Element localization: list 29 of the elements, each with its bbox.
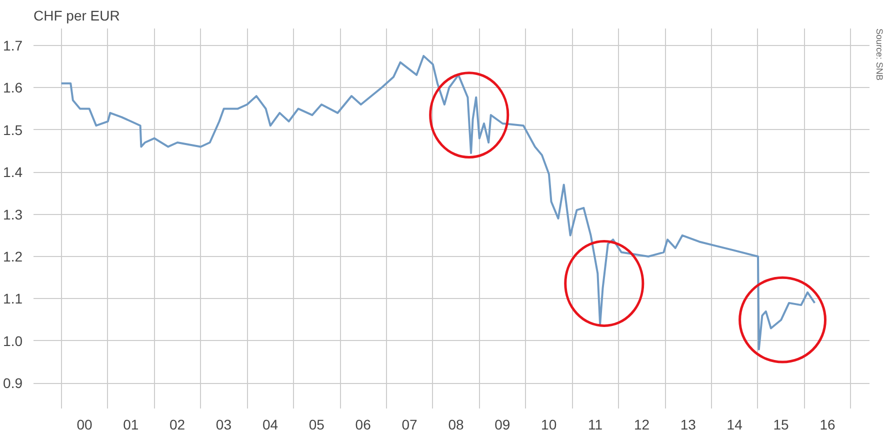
y-tick-label: 1.6 (3, 80, 23, 96)
x-tick-label: 05 (308, 416, 325, 432)
source-note: Source: SNB (874, 28, 884, 81)
y-tick-label: 1.3 (3, 206, 23, 222)
y-axis-title: CHF per EUR (34, 8, 120, 24)
y-tick-label: 0.9 (3, 375, 23, 392)
line-series (60, 54, 816, 350)
y-tick-label: 1.5 (3, 122, 23, 138)
x-tick-label: 13 (680, 416, 696, 432)
x-tick-label: 10 (541, 416, 557, 432)
x-tick-label: 16 (820, 416, 836, 432)
y-tick-label: 1.2 (3, 248, 23, 264)
x-tick-label: 01 (123, 416, 139, 432)
x-tick-label: 11 (588, 416, 603, 432)
x-tick-label: 07 (402, 416, 418, 432)
y-tick-label: 1.7 (3, 37, 23, 54)
x-tick-label: 06 (355, 416, 372, 432)
x-tick-label: 02 (170, 416, 186, 432)
x-tick-label: 09 (494, 416, 510, 432)
y-tick-label: 1.4 (3, 164, 23, 180)
y-tick-label: 1.1 (3, 290, 23, 307)
x-tick-label: 15 (773, 416, 790, 432)
y-tick-label: 1.0 (3, 332, 23, 349)
x-tick-label: 00 (76, 416, 92, 432)
x-tick-label: 14 (726, 416, 743, 432)
x-tick-label: 12 (634, 416, 650, 432)
x-tick-label: 08 (448, 416, 464, 432)
x-tick-label: 03 (216, 416, 232, 432)
x-tick-label: 04 (262, 416, 278, 432)
